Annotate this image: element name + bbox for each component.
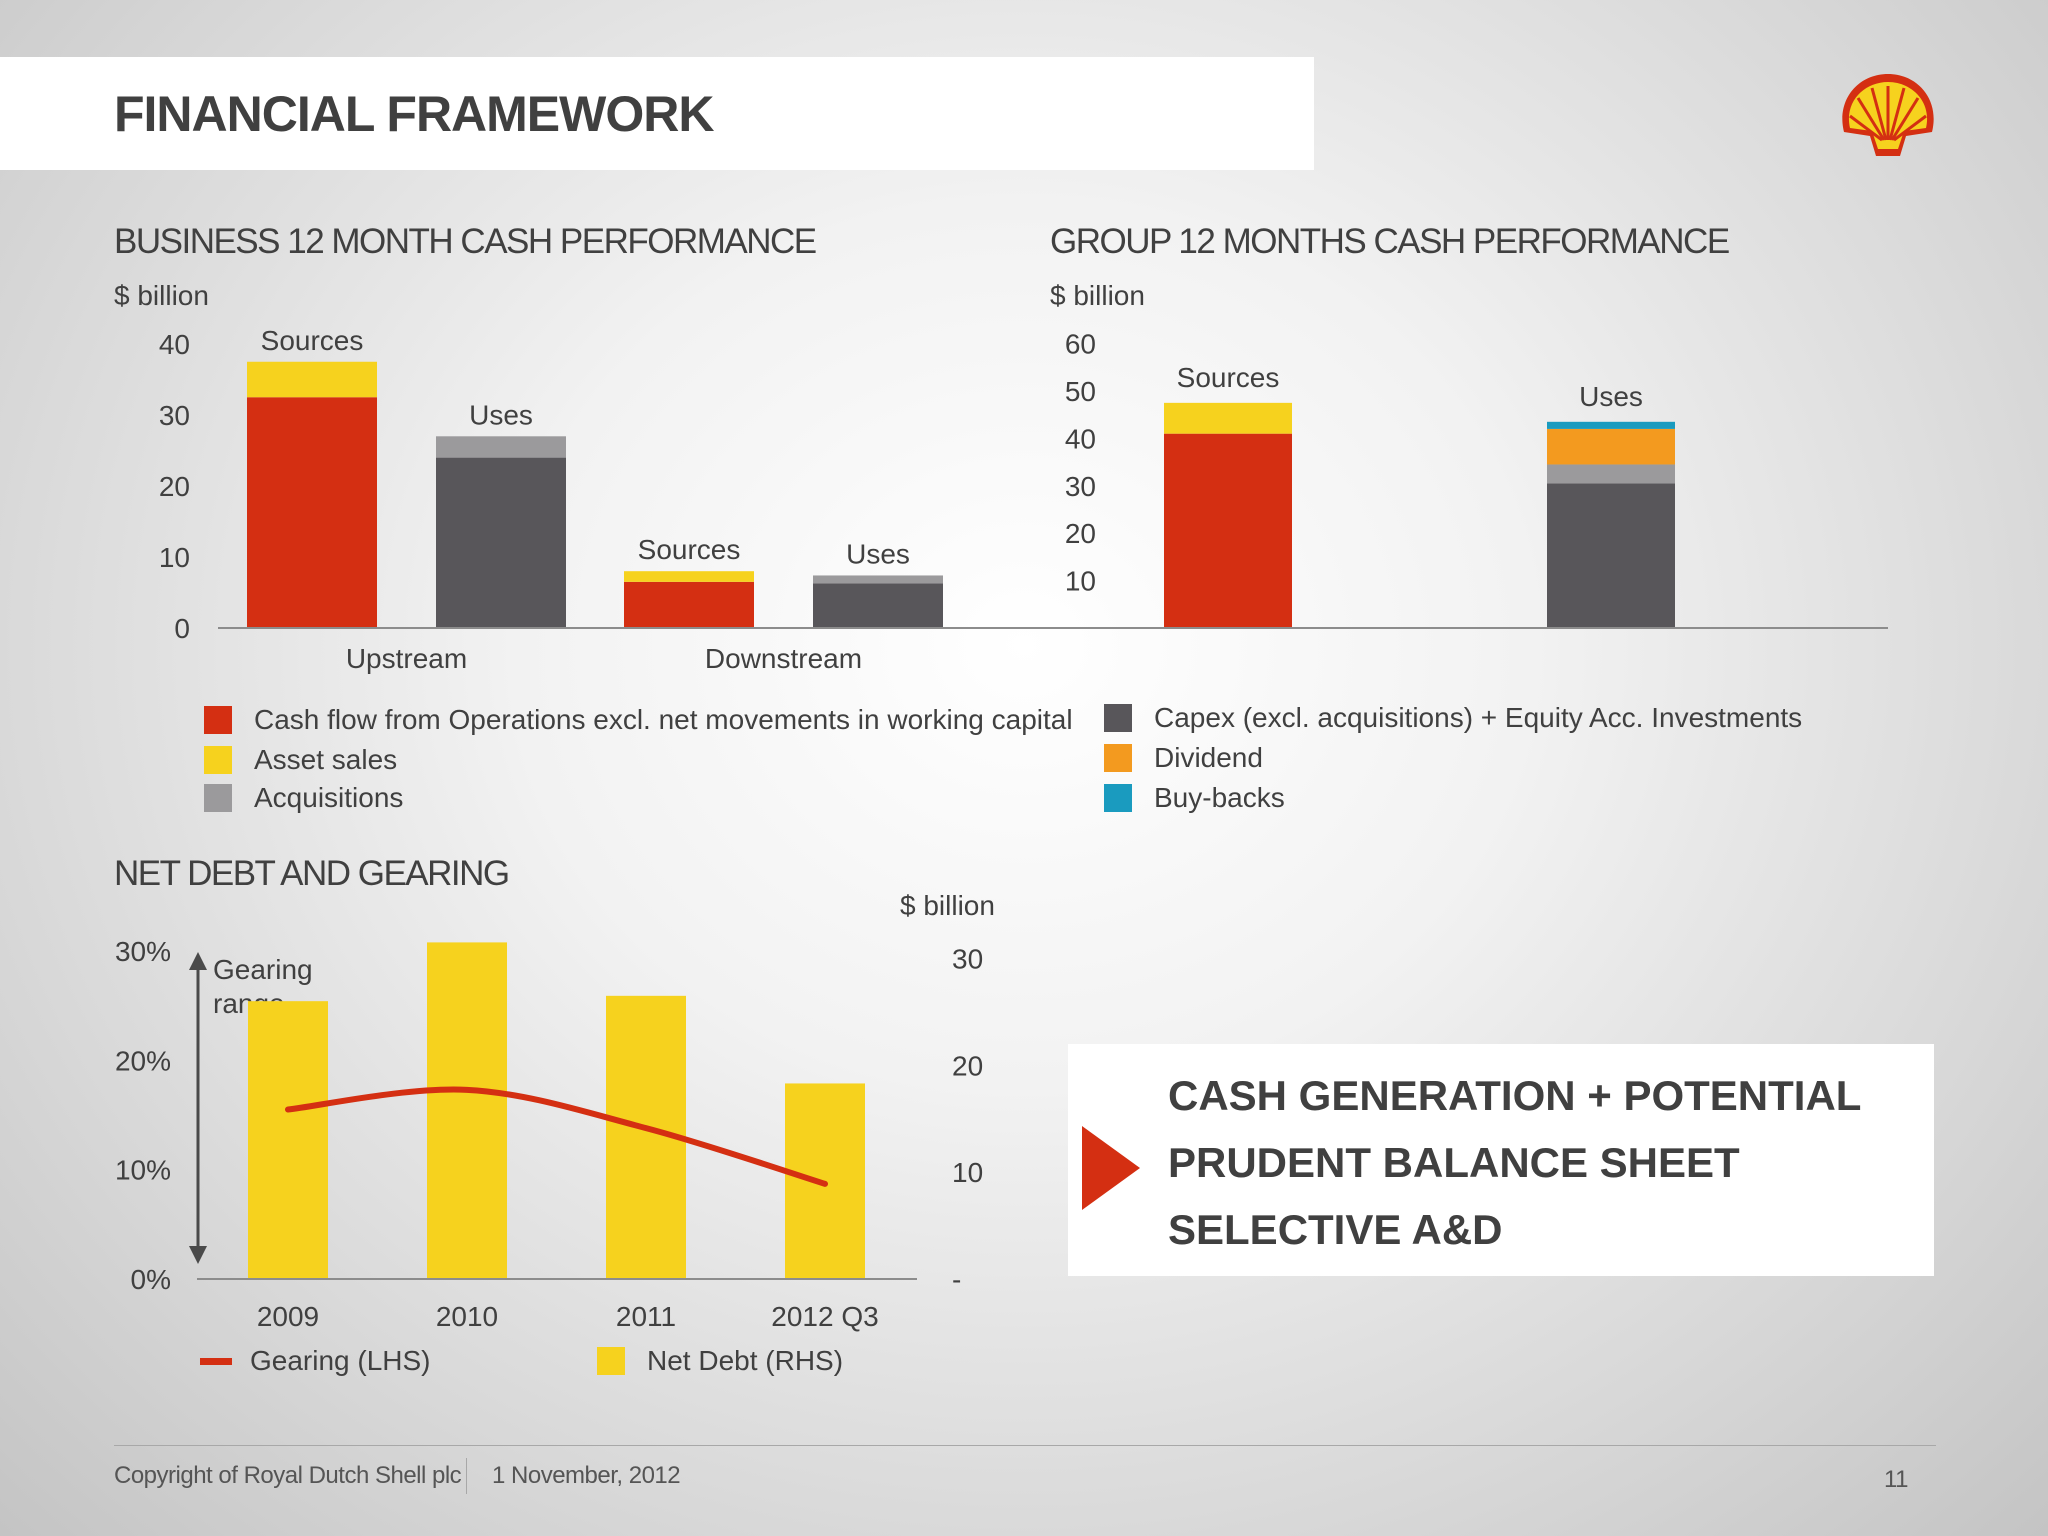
business-bar-segment-upstream-uses-acquisitions bbox=[436, 436, 566, 458]
legend-swatch-net-debt bbox=[597, 1347, 625, 1375]
legend-swatch-capex bbox=[1104, 704, 1132, 732]
business-y-tick-label: 20 bbox=[159, 471, 190, 502]
net-debt-right-tick-label: 20 bbox=[952, 1050, 983, 1081]
group-y-tick-label: 10 bbox=[1065, 566, 1096, 597]
business-bar-segment-downstream-uses-capex-excl-acquisitions-equity-acc-investments bbox=[813, 583, 943, 628]
business-y-tick-label: 0 bbox=[174, 613, 190, 644]
business-chart-unit: $ billion bbox=[114, 280, 209, 311]
legend-label-dividend: Dividend bbox=[1154, 742, 1263, 773]
footer-date: 1 November, 2012 bbox=[492, 1462, 681, 1489]
net-debt-right-axis-label: $ billion bbox=[900, 890, 995, 921]
net-debt-left-tick-label: 30% bbox=[115, 936, 171, 967]
net-debt-right-tick-label: - bbox=[952, 1264, 961, 1295]
triangle-arrow-icon bbox=[1082, 1126, 1140, 1210]
business-bar-segment-upstream-sources-cash-flow-from-operations-excl-net-movements-in-working-capital bbox=[247, 397, 377, 628]
page-title: FINANCIAL FRAMEWORK bbox=[114, 86, 714, 142]
legend-swatch-dividend bbox=[1104, 744, 1132, 772]
group-chart-unit: $ billion bbox=[1050, 280, 1145, 311]
gearing-range-label: range bbox=[213, 988, 285, 1019]
footer-page-number: 11 bbox=[1884, 1466, 1908, 1493]
legend-label-gearing: Gearing (LHS) bbox=[250, 1345, 431, 1376]
net-debt-bar-2011 bbox=[606, 995, 686, 1279]
group-y-tick-label: 20 bbox=[1065, 518, 1096, 549]
group-chart-title: GROUP 12 MONTHS CASH PERFORMANCE bbox=[1050, 222, 1730, 261]
business-y-tick-label: 10 bbox=[159, 542, 190, 573]
group-bar-segment-uses-capex-excl-acquisitions-equity-acc-investments bbox=[1547, 483, 1675, 628]
business-bar-label-downstream-sources: Sources bbox=[638, 534, 741, 565]
group-bar-segment-sources-cash-flow-from-operations-excl-net-movements-in-working-capital bbox=[1164, 433, 1292, 628]
business-bar-segment-downstream-uses-acquisitions bbox=[813, 575, 943, 584]
group-bar-segment-sources-asset-sales bbox=[1164, 402, 1292, 434]
net-debt-x-tick-label: 2010 bbox=[436, 1301, 498, 1332]
group-bar-label-uses: Uses bbox=[1579, 381, 1643, 412]
arrow-up-icon bbox=[189, 952, 207, 970]
net-debt-bar-2012-q3 bbox=[785, 1083, 865, 1279]
business-bar-segment-downstream-sources-asset-sales bbox=[624, 571, 754, 582]
gearing-line bbox=[285, 1086, 828, 1187]
group-bar-label-sources: Sources bbox=[1177, 362, 1280, 393]
business-bar-label-upstream-uses: Uses bbox=[469, 399, 533, 430]
legend-label-net-debt: Net Debt (RHS) bbox=[647, 1345, 844, 1376]
business-bar-segment-upstream-sources-asset-sales bbox=[247, 361, 377, 398]
group-y-tick-label: 40 bbox=[1065, 423, 1096, 454]
business-chart-title: BUSINESS 12 MONTH CASH PERFORMANCE bbox=[114, 222, 817, 261]
footer-separator bbox=[466, 1458, 467, 1494]
arrow-down-icon bbox=[189, 1246, 207, 1264]
net-debt-left-tick-label: 20% bbox=[115, 1045, 171, 1076]
net-debt-x-tick-label: 2012 Q3 bbox=[771, 1301, 878, 1332]
title-bar: FINANCIAL FRAMEWORK bbox=[0, 57, 1314, 170]
business-bar-segment-upstream-uses-capex-excl-acquisitions-equity-acc-investments bbox=[436, 457, 566, 628]
group-y-tick-label: 50 bbox=[1065, 376, 1096, 407]
net-debt-left-tick-label: 0% bbox=[131, 1264, 171, 1295]
group-bar-segment-uses-dividend bbox=[1547, 428, 1675, 465]
net-debt-chart-title: NET DEBT AND GEARING bbox=[114, 854, 510, 893]
legend-label-acquisitions: Acquisitions bbox=[254, 782, 404, 813]
group-bar-segment-uses-acquisitions bbox=[1547, 464, 1675, 484]
business-bar-segment-downstream-sources-cash-flow-from-operations-excl-net-movements-in-working-capital bbox=[624, 581, 754, 628]
net-debt-x-tick-label: 2011 bbox=[616, 1301, 676, 1332]
business-y-tick-label: 30 bbox=[159, 400, 190, 431]
business-bar-label-downstream-uses: Uses bbox=[846, 538, 910, 569]
business-bar-label-upstream-sources: Sources bbox=[261, 325, 364, 356]
business-x-group-label: Downstream bbox=[705, 643, 862, 674]
legend-swatch-gearing bbox=[200, 1358, 232, 1365]
gearing-range-label: Gearing bbox=[213, 954, 313, 985]
legend-swatch-acquisitions bbox=[204, 784, 232, 812]
legend-swatch-asset-sales bbox=[204, 746, 232, 774]
net-debt-x-tick-label: 2009 bbox=[257, 1301, 319, 1332]
business-x-group-label: Upstream bbox=[346, 643, 467, 674]
callout-line-2: PRUDENT BALANCE SHEET bbox=[1168, 1139, 1740, 1186]
net-debt-bar-2010 bbox=[427, 942, 507, 1279]
legend-label-cash-flow: Cash flow from Operations excl. net move… bbox=[254, 704, 1073, 735]
shell-logo-icon bbox=[1842, 74, 1934, 156]
callout-line-3: SELECTIVE A&D bbox=[1168, 1206, 1503, 1253]
footer-copyright: Copyright of Royal Dutch Shell plc bbox=[114, 1462, 462, 1489]
key-messages-callout: CASH GENERATION + POTENTIAL PRUDENT BALA… bbox=[1068, 1044, 1934, 1276]
net-debt-left-tick-label: 10% bbox=[115, 1155, 171, 1186]
group-y-tick-label: 30 bbox=[1065, 471, 1096, 502]
net-debt-right-tick-label: 10 bbox=[952, 1157, 983, 1188]
legend-label-buy-backs: Buy-backs bbox=[1154, 782, 1285, 813]
group-y-tick-label: 60 bbox=[1065, 329, 1096, 360]
callout-line-1: CASH GENERATION + POTENTIAL bbox=[1168, 1072, 1862, 1119]
legend-label-capex: Capex (excl. acquisitions) + Equity Acc.… bbox=[1154, 702, 1803, 733]
legend-swatch-cash-flow bbox=[204, 706, 232, 734]
footer-divider bbox=[114, 1445, 1936, 1446]
legend-label-asset-sales: Asset sales bbox=[254, 744, 398, 775]
net-debt-right-tick-label: 30 bbox=[952, 943, 983, 974]
net-debt-bar-2009 bbox=[248, 1001, 328, 1279]
group-bar-segment-uses-buy-backs bbox=[1547, 421, 1675, 429]
business-y-tick-label: 40 bbox=[159, 329, 190, 360]
legend-swatch-buy-backs bbox=[1104, 784, 1132, 812]
